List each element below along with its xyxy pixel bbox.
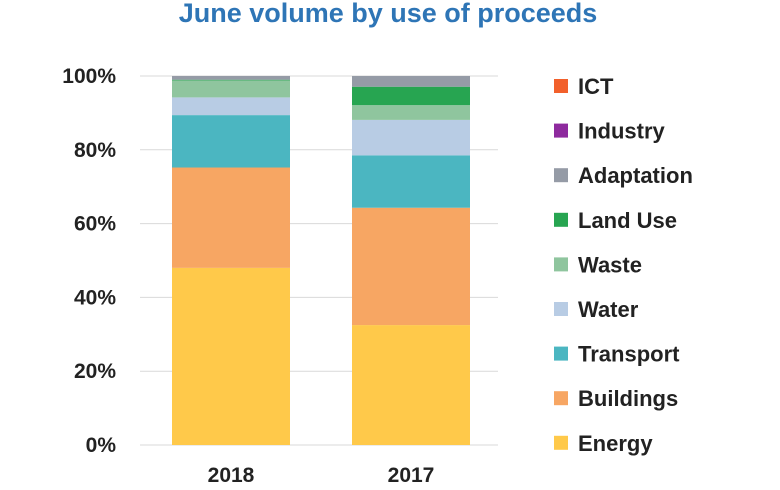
- legend-item-industry: Industry: [554, 119, 666, 144]
- bar-segment-waste-2017: [352, 105, 470, 120]
- legend-swatch: [554, 123, 568, 138]
- legend-swatch: [554, 168, 568, 183]
- legend-item-adaptation: Adaptation: [554, 163, 693, 188]
- bar-segment-buildings-2017: [352, 207, 470, 326]
- legend-label: Water: [578, 297, 639, 322]
- legend-item-waste: Waste: [554, 252, 642, 277]
- legend-item-land-use: Land Use: [554, 208, 677, 233]
- legend-label: Energy: [578, 431, 653, 456]
- legend-label: Adaptation: [578, 163, 693, 188]
- bar-segment-land-use-2017: [352, 86, 470, 106]
- legend-label: Land Use: [578, 208, 677, 233]
- bar-segment-adaptation-2017: [352, 76, 470, 87]
- y-tick-label: 100%: [62, 65, 116, 88]
- legend-label: Waste: [578, 252, 642, 277]
- bar-segment-energy-2018: [172, 267, 290, 445]
- legend-item-water: Water: [554, 297, 639, 322]
- bar-segment-transport-2018: [172, 115, 290, 168]
- y-tick-label: 80%: [74, 139, 116, 162]
- bars: [172, 76, 470, 445]
- legend-swatch: [554, 435, 568, 450]
- x-tick-label-2017: 2017: [388, 464, 435, 487]
- legend-label: Transport: [578, 342, 680, 367]
- legend-swatch: [554, 257, 568, 272]
- y-tick-label: 20%: [74, 360, 116, 383]
- bar-segment-water-2017: [352, 119, 470, 156]
- legend-swatch: [554, 302, 568, 316]
- bar-segment-land-use-2018: [172, 79, 290, 81]
- bar-segment-buildings-2018: [172, 167, 290, 268]
- legend-label: ICT: [578, 74, 614, 99]
- legend-label: Industry: [578, 119, 666, 144]
- legend-swatch: [554, 346, 568, 361]
- y-tick-label: 40%: [74, 286, 116, 309]
- chart-title: June volume by use of proceeds: [179, 0, 598, 28]
- legend-item-transport: Transport: [554, 342, 680, 367]
- legend-swatch: [554, 212, 568, 227]
- legend: ICT Industry Adaptation Land Use Waste Water T…: [554, 74, 693, 456]
- legend-item-buildings: Buildings: [554, 386, 678, 411]
- x-tick-label-2018: 2018: [208, 464, 255, 487]
- legend-item-energy: Energy: [554, 431, 653, 456]
- legend-item-ict: ICT: [554, 74, 614, 99]
- x-axis-ticks: 2018 2017: [208, 464, 435, 487]
- y-tick-label: 0%: [86, 434, 117, 457]
- legend-swatch: [554, 79, 568, 93]
- y-axis-ticks: 0% 20% 40% 60% 80% 100%: [62, 65, 116, 457]
- y-tick-label: 60%: [74, 213, 116, 236]
- bar-segment-energy-2017: [352, 325, 470, 445]
- legend-swatch: [554, 391, 568, 406]
- bar-segment-water-2018: [172, 97, 290, 116]
- legend-label: Buildings: [578, 386, 678, 411]
- bar-segment-adaptation-2018: [172, 76, 290, 80]
- bar-segment-waste-2018: [172, 80, 290, 98]
- bar-segment-transport-2017: [352, 155, 470, 208]
